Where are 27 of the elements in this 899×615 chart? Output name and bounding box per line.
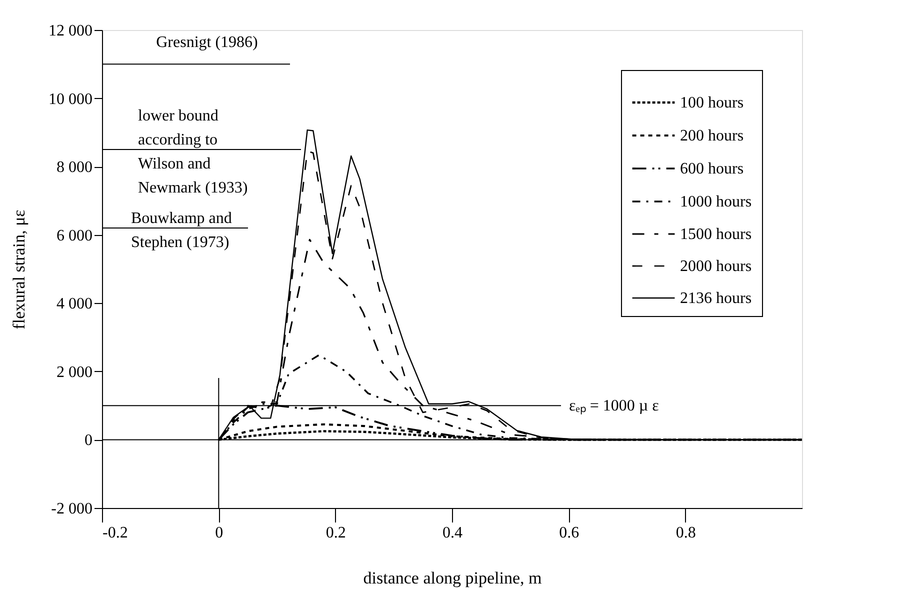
y-axis-title: flexural strain, με (10, 210, 28, 330)
y-tick-label: 0 (84, 432, 92, 450)
y-tick-label: 6 000 (56, 227, 92, 244)
y-tick-label: 12 000 (48, 22, 92, 40)
x-tick-label: -0.2 (102, 524, 128, 542)
legend-label: 100 hours (680, 94, 744, 112)
legend-label: 1500 hours (680, 226, 752, 243)
ref-line-label: Gresnigt (1986) (156, 34, 258, 52)
y-tick-label: 10 000 (48, 90, 92, 108)
x-axis-title: distance along pipeline, m (363, 568, 542, 588)
x-tick-label: 0.6 (559, 524, 580, 542)
x-tick-label: 0.8 (676, 524, 696, 542)
x-tick-label: 0 (215, 524, 224, 542)
ref-line-label: εₑₚ = 1000 µ ε (569, 398, 660, 415)
ref-line-label: lower bound according to Wilson and Newmark (1933) (138, 108, 248, 196)
legend-label: 600 hours (680, 160, 744, 178)
ref-line-label: Bouwkamp and Stephen (1973) (131, 210, 232, 252)
x-tick-label: 0.2 (326, 524, 346, 542)
x-tick-label: 0.4 (442, 524, 462, 542)
legend-label: 200 hours (680, 128, 744, 144)
legend-label: 2136 hours (680, 290, 752, 307)
y-tick-label: -2 000 (51, 500, 92, 518)
legend-label: 2000 hours (680, 258, 752, 275)
y-tick-label: 4 000 (56, 296, 92, 313)
y-tick-label: 2 000 (56, 364, 92, 381)
y-tick-label: 8 000 (56, 159, 92, 176)
legend-label: 1000 hours (680, 194, 752, 210)
